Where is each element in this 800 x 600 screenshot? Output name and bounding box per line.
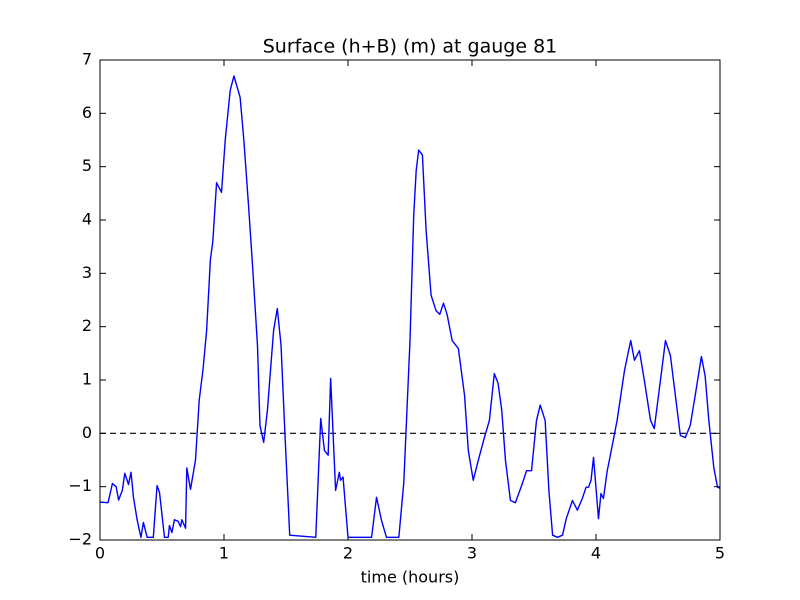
chart-title: Surface (h+B) (m) at gauge 81 [263,36,558,58]
x-tick-label: 1 [219,544,229,563]
x-tick-label: 2 [343,544,353,563]
y-tick-label: 5 [82,156,92,175]
y-tick-label: 0 [82,423,92,442]
y-tick-label: −1 [68,476,92,495]
y-tick-label: 6 [82,103,92,122]
plot-frame [99,59,721,541]
x-tick-label: 5 [715,544,725,563]
y-tick-label: −2 [68,530,92,549]
x-tick-label: 0 [95,544,105,563]
data-line [99,75,721,539]
y-tick-label: 4 [82,210,92,229]
y-tick-label: 3 [82,263,92,282]
x-tick-label: 4 [591,544,601,563]
x-tick-label: 3 [467,544,477,563]
x-axis-label: time (hours) [361,568,460,587]
y-tick-label: 1 [82,370,92,389]
y-tick-label: 7 [82,50,92,69]
y-tick-label: 2 [82,316,92,335]
